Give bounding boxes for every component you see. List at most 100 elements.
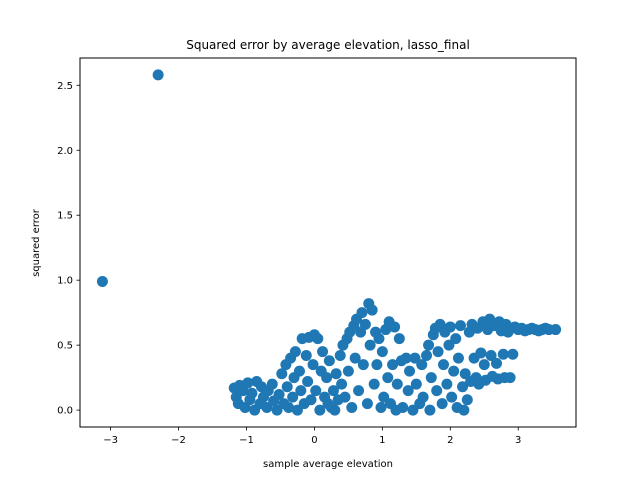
scatter-point [393,333,405,345]
scatter-point [334,350,346,362]
scatter-point [436,398,448,410]
scatter-point [371,359,383,371]
scatter-point [336,378,348,390]
scatter-point [242,377,254,389]
scatter-point [421,350,433,362]
x-tick-label: 1 [379,435,385,446]
scatter-point [378,391,390,403]
scatter-point [443,339,455,351]
scatter-point [450,333,462,345]
scatter-point [364,339,376,351]
scatter-point [423,339,435,351]
y-ticks: 0.0 0.5 1.0 1.5 2.0 2.5 [57,81,80,417]
scatter-point [295,385,307,397]
scatter-point [276,368,288,380]
scatter-point [382,372,394,384]
x-tick-label: −2 [171,435,186,446]
scatter-point [330,368,342,380]
scatter-point [407,404,419,416]
scatter-point [312,333,324,345]
scatter-point [373,333,385,345]
scatter-point [96,275,108,287]
scatter-point [281,381,293,393]
scatter-point [425,372,437,384]
scatter-point [246,387,258,399]
scatter-point [441,378,453,390]
scatter-point [458,404,470,416]
scatter-point [416,359,428,371]
scatter-point [417,391,429,403]
scatter-point [504,372,516,384]
scatter-point [305,394,317,406]
x-tick-label: −1 [239,435,254,446]
scatter-point [302,376,314,388]
y-tick-label: 0.5 [57,341,73,352]
scatter-point [361,398,373,410]
scatter-point [432,346,444,358]
scatter-point [266,378,278,390]
scatter-point [410,378,422,390]
scatter-point [349,352,361,364]
scatter-point [273,389,285,401]
scatter-point [376,346,388,358]
scatter-point [359,318,371,330]
scatter-point [346,402,358,414]
x-tick-label: 3 [515,435,521,446]
scatter-point [491,357,502,369]
y-tick-label: 0.0 [57,406,73,417]
scatter-point [307,359,319,371]
x-tick-label: 2 [447,435,453,446]
scatter-point [366,304,378,316]
chart-title: Squared error by average elevation, lass… [186,38,470,52]
scatter-point [387,359,399,371]
scatter-point [375,402,387,414]
scatter-point [321,372,333,384]
scatter-point [497,348,509,360]
scatter-point [353,385,365,397]
scatter-point [391,378,403,390]
scatter-point [431,385,443,397]
scatter-point [271,404,283,416]
scatter-point [300,350,312,362]
scatter-point [444,321,456,333]
scatter-point [389,321,401,333]
scatter-point [289,346,301,358]
y-axis-label: squared error [31,208,42,277]
scatter-point [310,385,322,397]
scatter-point [475,347,487,359]
scatter-point [507,348,519,360]
x-ticks: −3 −2 −1 0 1 2 3 [103,427,521,446]
scatter-point [485,350,497,362]
scatter-point [329,404,341,416]
scatter-point [478,359,490,371]
scatter-point [342,365,354,377]
scatter-point [314,404,326,416]
scatter-point [448,365,460,377]
scatter-point [400,352,412,364]
y-tick-label: 2.5 [57,81,73,92]
scatter-point [409,352,421,364]
scatter-point [461,394,473,406]
points-layer [96,69,562,416]
scatter-point [397,402,409,414]
scatter-point [291,404,303,416]
y-tick-label: 1.0 [57,276,73,287]
scatter-point [339,391,351,403]
scatter-point [402,385,414,397]
scatter-point [327,385,339,397]
scatter-point [261,402,273,414]
scatter-point [287,391,299,403]
plot-frame [79,57,577,428]
scatter-point [283,402,295,414]
scatter-point [404,365,416,377]
scatter-point [454,320,466,332]
scatter-point [317,346,329,358]
scatter-point [438,359,450,371]
scatter-point [459,368,471,380]
scatter-point [368,378,380,390]
scatter-point [293,365,305,377]
scatter-point [152,69,164,81]
scatter-point [424,404,436,416]
y-tick-label: 1.5 [57,211,73,222]
